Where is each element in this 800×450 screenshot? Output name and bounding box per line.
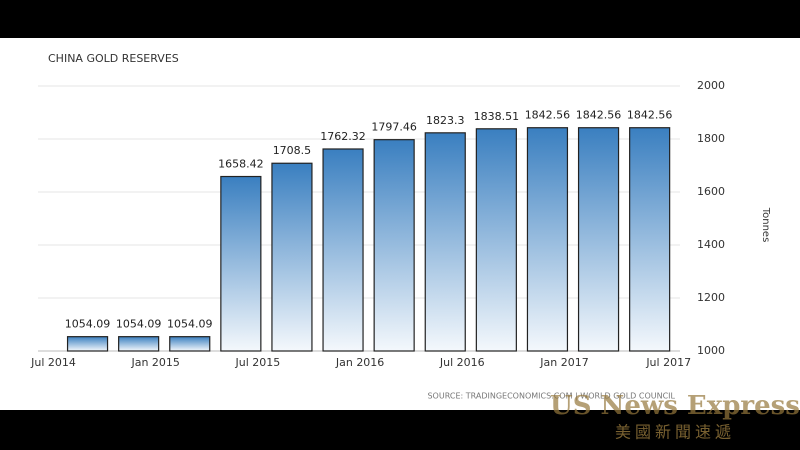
bar — [66, 336, 109, 352]
value-label: 1708.5 — [273, 144, 312, 157]
top-band — [0, 0, 800, 38]
bottom-band — [0, 410, 800, 450]
x-tick-label: Jan 2016 — [335, 356, 384, 369]
bar — [526, 127, 569, 352]
x-tick-label: Jul 2015 — [235, 356, 281, 369]
bar — [373, 139, 415, 352]
y-tick-label: 1800 — [697, 132, 725, 145]
bar — [475, 128, 517, 352]
bar — [424, 132, 466, 352]
y-axis-label: Tonnes — [760, 207, 771, 243]
value-label: 1762.32 — [320, 130, 366, 143]
bar — [322, 148, 364, 352]
source: SOURCE: TRADINGECONOMICS.COM | WORLD GOL… — [427, 392, 675, 401]
x-tick-label: Jul 2014 — [30, 356, 76, 369]
y-tick-label: 1200 — [697, 291, 725, 304]
bar — [629, 127, 671, 352]
value-label: 1842.56 — [627, 109, 673, 122]
bar — [118, 336, 160, 352]
y-tick-label: 1600 — [697, 185, 725, 198]
value-label: 1054.09 — [116, 318, 162, 331]
value-label: 1797.46 — [371, 121, 417, 134]
bar — [577, 127, 620, 352]
watermark-subtitle: 美國新聞速遞 — [615, 423, 735, 442]
y-tick-label: 1400 — [697, 238, 725, 251]
y-tick-label: 2000 — [697, 79, 725, 92]
x-tick-label: Jul 2017 — [645, 356, 691, 369]
value-label: 1054.09 — [65, 318, 111, 331]
y-tick-label: 1000 — [697, 344, 725, 357]
bar — [220, 175, 262, 352]
value-label: 1054.09 — [167, 318, 213, 331]
value-label: 1842.56 — [576, 109, 622, 122]
x-tick-label: Jan 2015 — [130, 356, 179, 369]
x-tick-label: Jul 2016 — [439, 356, 485, 369]
value-label: 1823.3 — [426, 114, 465, 127]
value-label: 1658.42 — [218, 158, 264, 171]
watermark-title: US News Express — [550, 391, 800, 421]
bar — [271, 162, 313, 352]
chart-title: CHINA GOLD RESERVES — [48, 52, 179, 65]
bar — [169, 336, 211, 352]
value-label: 1838.51 — [474, 110, 520, 123]
value-label: 1842.56 — [525, 109, 571, 122]
x-tick-label: Jan 2017 — [539, 356, 588, 369]
